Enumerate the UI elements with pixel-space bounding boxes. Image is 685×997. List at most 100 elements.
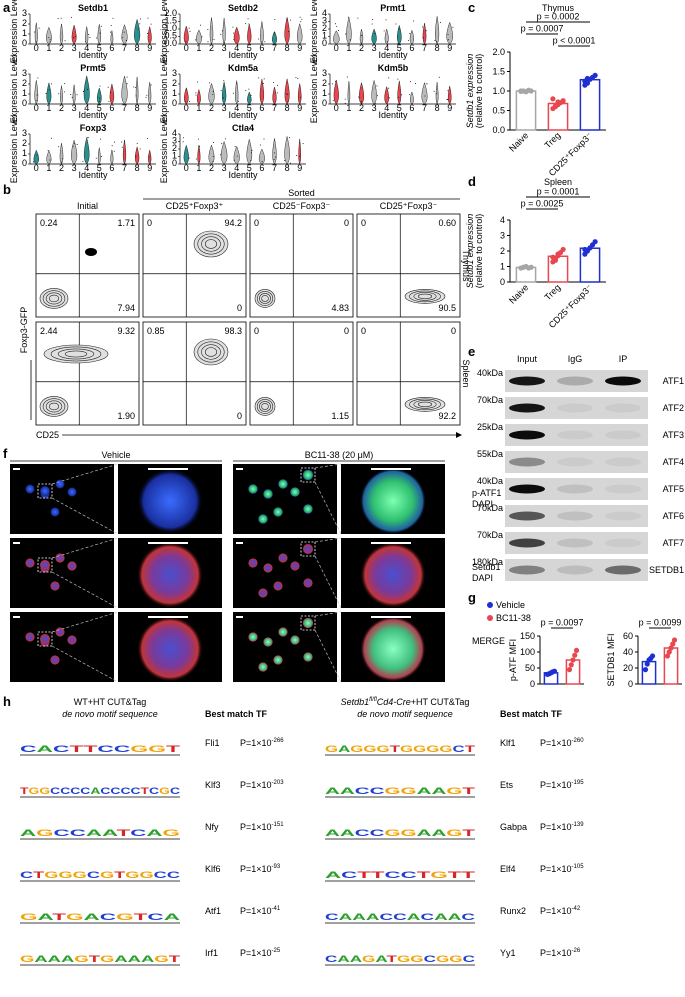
- cell: [290, 487, 300, 497]
- scale-bar: [371, 468, 411, 470]
- dot: [250, 94, 252, 96]
- dot: [58, 146, 60, 148]
- motif-title: WT+HT CUT&Tag: [74, 697, 147, 707]
- dot: [236, 155, 238, 157]
- p-value: P=1×10-139: [540, 822, 584, 832]
- p-exponent: -266: [272, 738, 285, 744]
- zoom-box: [300, 467, 316, 483]
- y-tick-label: 1.0: [492, 86, 505, 96]
- contour: [204, 347, 218, 357]
- legend-label: Vehicle: [496, 600, 525, 610]
- y-tick-label: 4: [500, 215, 505, 225]
- cell: [278, 553, 288, 563]
- dot: [83, 90, 85, 92]
- dot: [196, 81, 198, 83]
- data-point: [584, 75, 591, 82]
- y-tick-label: 1.5: [492, 67, 505, 77]
- violin: [110, 149, 114, 165]
- cell: [55, 553, 65, 563]
- band: [605, 538, 641, 548]
- zoom-box: [300, 615, 316, 631]
- cell-zoom: [360, 468, 426, 534]
- y-tick-label: 4: [322, 8, 327, 18]
- x-tick-label: 3: [72, 163, 77, 173]
- y-axis-label: Expression Level: [159, 0, 169, 63]
- condition-label: BC11-38 (20 μM): [305, 450, 374, 460]
- y-axis-label: Expression Level: [309, 0, 319, 63]
- cell: [278, 627, 288, 637]
- y-tick-label: 1.0: [164, 23, 177, 33]
- dot: [82, 160, 84, 162]
- p-exponent: -105: [572, 864, 585, 870]
- dot: [334, 23, 336, 25]
- plot-title: Kdm5a: [228, 63, 259, 73]
- dot: [301, 18, 303, 20]
- dot: [286, 19, 288, 21]
- cell: [55, 479, 65, 489]
- dot: [344, 102, 346, 104]
- y-tick-label: 2: [500, 246, 505, 256]
- y-axis-label: Foxp3-GFP: [19, 307, 29, 354]
- dot: [137, 28, 139, 30]
- y-tick-label: 20: [623, 663, 633, 673]
- quadrant-value: 0: [254, 326, 259, 336]
- x-tick-label: 3: [72, 43, 77, 53]
- x-tick-label: 3: [372, 103, 377, 113]
- dot: [222, 97, 224, 99]
- cell: [258, 662, 268, 672]
- violin: [46, 26, 52, 45]
- quadrant-value: 0: [344, 326, 349, 336]
- contour: [413, 400, 437, 409]
- protein-label: ATF6: [663, 511, 684, 521]
- dot: [110, 25, 112, 27]
- x-tick-label: 8: [285, 43, 290, 53]
- x-tick-label: 5: [97, 103, 102, 113]
- y-tick-label: 2: [172, 78, 177, 88]
- band: [509, 403, 545, 413]
- dot: [250, 159, 252, 161]
- violin: [421, 82, 428, 105]
- blot-strip: [505, 397, 648, 419]
- plot-title: Foxp3: [80, 123, 107, 133]
- y-axis-label: Expression Level: [9, 0, 19, 63]
- contour: [42, 290, 66, 307]
- blot-strip: [505, 370, 648, 392]
- dot: [73, 37, 75, 39]
- x-tick-label: 5: [97, 163, 102, 173]
- dot: [139, 148, 141, 150]
- bar: [579, 78, 601, 131]
- dot: [446, 98, 448, 100]
- y-tick-label: 0: [500, 277, 505, 287]
- panel-label: f: [3, 446, 8, 461]
- dot: [245, 90, 247, 92]
- violin: [183, 25, 189, 45]
- data-point: [518, 88, 524, 94]
- zoom-line: [51, 497, 119, 535]
- tf-name: Atf1: [205, 906, 221, 916]
- dot: [274, 156, 276, 158]
- x-tick-label: 1: [196, 103, 201, 113]
- dot: [247, 18, 249, 20]
- flow-plot: [142, 321, 247, 426]
- dot: [95, 157, 97, 159]
- p-exponent: -42: [572, 906, 581, 912]
- y-tick-label: 60: [623, 631, 633, 641]
- y-axis-label: Expression Level: [159, 55, 169, 124]
- scale-bar: [148, 468, 188, 470]
- contour: [204, 239, 218, 249]
- y-tick-label: 0.0: [164, 38, 177, 48]
- cell: [303, 504, 313, 514]
- p-value: p < 0.0001: [553, 36, 596, 46]
- violin: [284, 136, 290, 165]
- dot: [82, 91, 84, 93]
- data-point: [551, 668, 558, 674]
- x-tick-label: 8: [135, 163, 140, 173]
- x-tick-label: 3: [372, 43, 377, 53]
- x-tick-label: 9: [147, 163, 152, 173]
- violin: [247, 91, 252, 105]
- x-axis-label: Identity: [378, 110, 408, 120]
- p-value: P=1×10-260: [540, 738, 584, 748]
- x-tick-label: Treg: [542, 130, 562, 150]
- arrow-head: [456, 432, 462, 438]
- dot: [48, 89, 50, 91]
